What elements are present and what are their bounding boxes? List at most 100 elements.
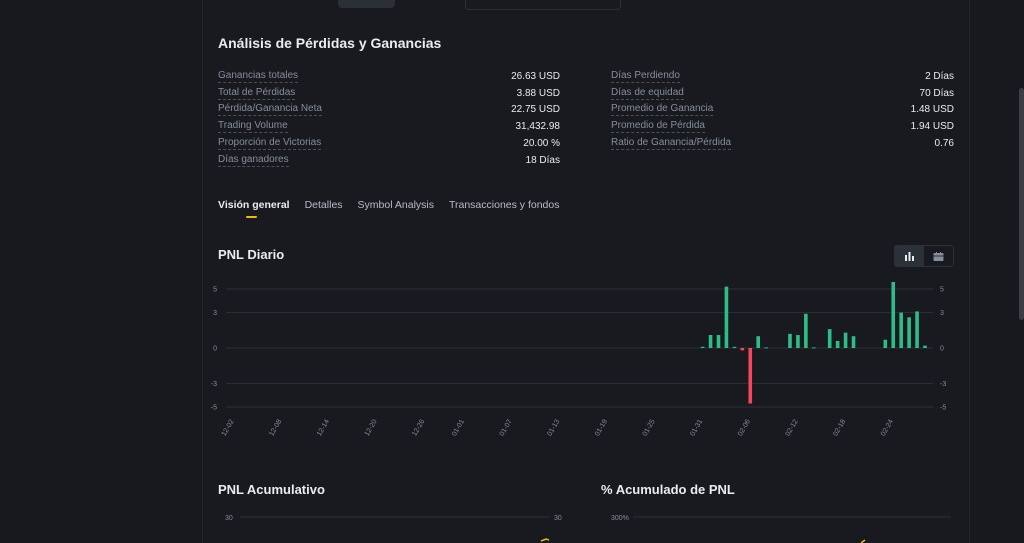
pnl-bar (899, 312, 903, 348)
stat-value: 22.75 USD (511, 104, 560, 116)
y-tick-label: 5 (213, 287, 217, 294)
stat-row: Proporción de Victorias 20.00 % (218, 135, 560, 152)
stat-label[interactable]: Proporción de Victorias (218, 137, 322, 151)
stat-label[interactable]: Promedio de Ganancia (611, 103, 714, 117)
y-tick-label: 300% (611, 515, 629, 522)
x-tick-label: 12-02 (221, 418, 236, 437)
cumulative-line (540, 538, 550, 542)
y-tick-label: 0 (940, 346, 944, 353)
y-tick-label: 30 (554, 515, 562, 522)
x-tick-label: 01-31 (689, 418, 704, 437)
stat-value: 1.94 USD (910, 121, 954, 133)
stat-row: Promedio de Pérdida 1.94 USD (611, 118, 954, 135)
stat-label[interactable]: Promedio de Pérdida (611, 120, 705, 134)
stat-value: 18 Días (525, 154, 560, 166)
x-tick-label: 12-26 (411, 418, 426, 437)
pnl-bar (732, 346, 737, 348)
y-tick-label: -5 (940, 405, 946, 412)
x-tick-label: 01-19 (594, 418, 609, 437)
bar-chart-icon[interactable] (895, 246, 924, 266)
x-tick-label: 12-14 (316, 418, 331, 437)
left-sidebar (0, 0, 203, 543)
y-tick-label: 3 (213, 310, 217, 317)
stats-left: Ganancias totales 26.63 USD Total de Pérd… (218, 68, 560, 169)
x-tick-label: 01-07 (499, 418, 514, 437)
y-tick-label: 30 (225, 515, 233, 522)
x-tick-label: 01-25 (642, 418, 657, 437)
stat-value: 70 Días (919, 87, 954, 99)
y-tick-label: 3 (940, 310, 944, 317)
stat-row: Días ganadores 18 Días (218, 152, 560, 169)
pnl-bar (915, 311, 919, 348)
stat-row: Promedio de Ganancia 1.48 USD (611, 102, 954, 119)
pnl-bar (891, 281, 896, 348)
cumulative-pct-chart: 300% (611, 515, 951, 543)
pnl-bar (740, 348, 745, 351)
pnl-bar (708, 335, 713, 348)
stat-label[interactable]: Días ganadores (218, 153, 289, 167)
stat-label[interactable]: Total de Pérdidas (218, 86, 296, 100)
y-tick-label: 0 (213, 346, 217, 353)
right-gutter (969, 0, 1024, 543)
stat-label[interactable]: Trading Volume (218, 120, 288, 134)
stat-label[interactable]: Días Perdiendo (611, 69, 680, 83)
x-tick-label: 02-12 (785, 418, 800, 437)
section-title: Análisis de Pérdidas y Ganancias (218, 35, 442, 51)
pnl-bar (804, 313, 808, 348)
pnl-bar (835, 340, 840, 348)
y-tick-label: 5 (940, 287, 944, 294)
x-tick-label: 12-08 (268, 418, 283, 437)
pnl-bar (796, 335, 800, 348)
stat-row: Días Perdiendo 2 Días (611, 68, 954, 85)
stat-row: Total de Pérdidas 3.88 USD (218, 85, 560, 102)
x-tick-label: 01-01 (451, 418, 466, 437)
stat-label[interactable]: Días de equidad (611, 86, 684, 100)
tab-details[interactable]: Detalles (304, 199, 343, 211)
stat-row: Ganancias totales 26.63 USD (218, 68, 560, 85)
stat-row: Trading Volume 31,432.98 (218, 118, 560, 135)
pnl-bar (851, 336, 856, 348)
cumulative-pnl-chart: 30 30 (225, 515, 562, 542)
top-select[interactable] (465, 0, 621, 10)
pnl-bar (883, 339, 888, 348)
pnl-bar (748, 348, 753, 404)
cumulative-pct-title: % Acumulado de PNL (601, 482, 735, 497)
stat-value: 20.00 % (523, 138, 560, 150)
pnl-bar (907, 317, 911, 348)
pnl-analysis-panel: Análisis de Pérdidas y Ganancias Gananci… (203, 0, 968, 543)
tab-symbol-analysis[interactable]: Symbol Analysis (357, 199, 434, 211)
y-tick-label: -3 (211, 381, 217, 388)
x-tick-label: 12-20 (364, 418, 379, 437)
stat-value: 3.88 USD (516, 87, 560, 99)
x-tick-label: 02-18 (832, 418, 847, 437)
pnl-bar (843, 332, 848, 348)
pnl-bar (812, 347, 816, 349)
stat-row: Días de equidad 70 Días (611, 85, 954, 102)
x-tick-label: 02-24 (880, 418, 895, 437)
tab-transactions[interactable]: Transacciones y fondos (448, 199, 560, 211)
stat-label[interactable]: Pérdida/Ganancia Neta (218, 103, 322, 117)
chart-view-toggle (894, 245, 954, 267)
x-tick-label: 01-13 (546, 418, 561, 437)
stat-label[interactable]: Ratio de Ganancia/Pérdida (611, 137, 732, 151)
stat-row: Pérdida/Ganancia Neta 22.75 USD (218, 102, 560, 119)
stat-value: 2 Días (925, 70, 954, 82)
stat-value: 31,432.98 (515, 121, 561, 133)
pnl-bar (724, 286, 729, 348)
daily-pnl-title: PNL Diario (218, 247, 285, 262)
calendar-icon[interactable] (924, 246, 953, 266)
stat-row: Ratio de Ganancia/Pérdida 0.76 (611, 135, 954, 152)
stat-value: 0.76 (934, 138, 954, 150)
daily-pnl-chart: 5 5 3 3 0 0 -3 -3 -5 -5 12-02 12-08 12-14 12-20 12-26 0… (211, 281, 946, 438)
x-tick-label: 02-06 (737, 418, 752, 437)
y-tick-label: -3 (940, 381, 946, 388)
pnl-bar (716, 335, 721, 348)
scrollbar[interactable] (1019, 88, 1024, 320)
stat-label[interactable]: Ganancias totales (218, 69, 299, 83)
cumulative-pnl-title: PNL Acumulativo (218, 482, 325, 497)
tab-overview[interactable]: Visión general (218, 199, 290, 218)
stat-value: 26.63 USD (511, 70, 560, 82)
top-button[interactable] (338, 0, 395, 8)
pnl-bar (700, 346, 705, 348)
pnl-bar (756, 336, 761, 348)
